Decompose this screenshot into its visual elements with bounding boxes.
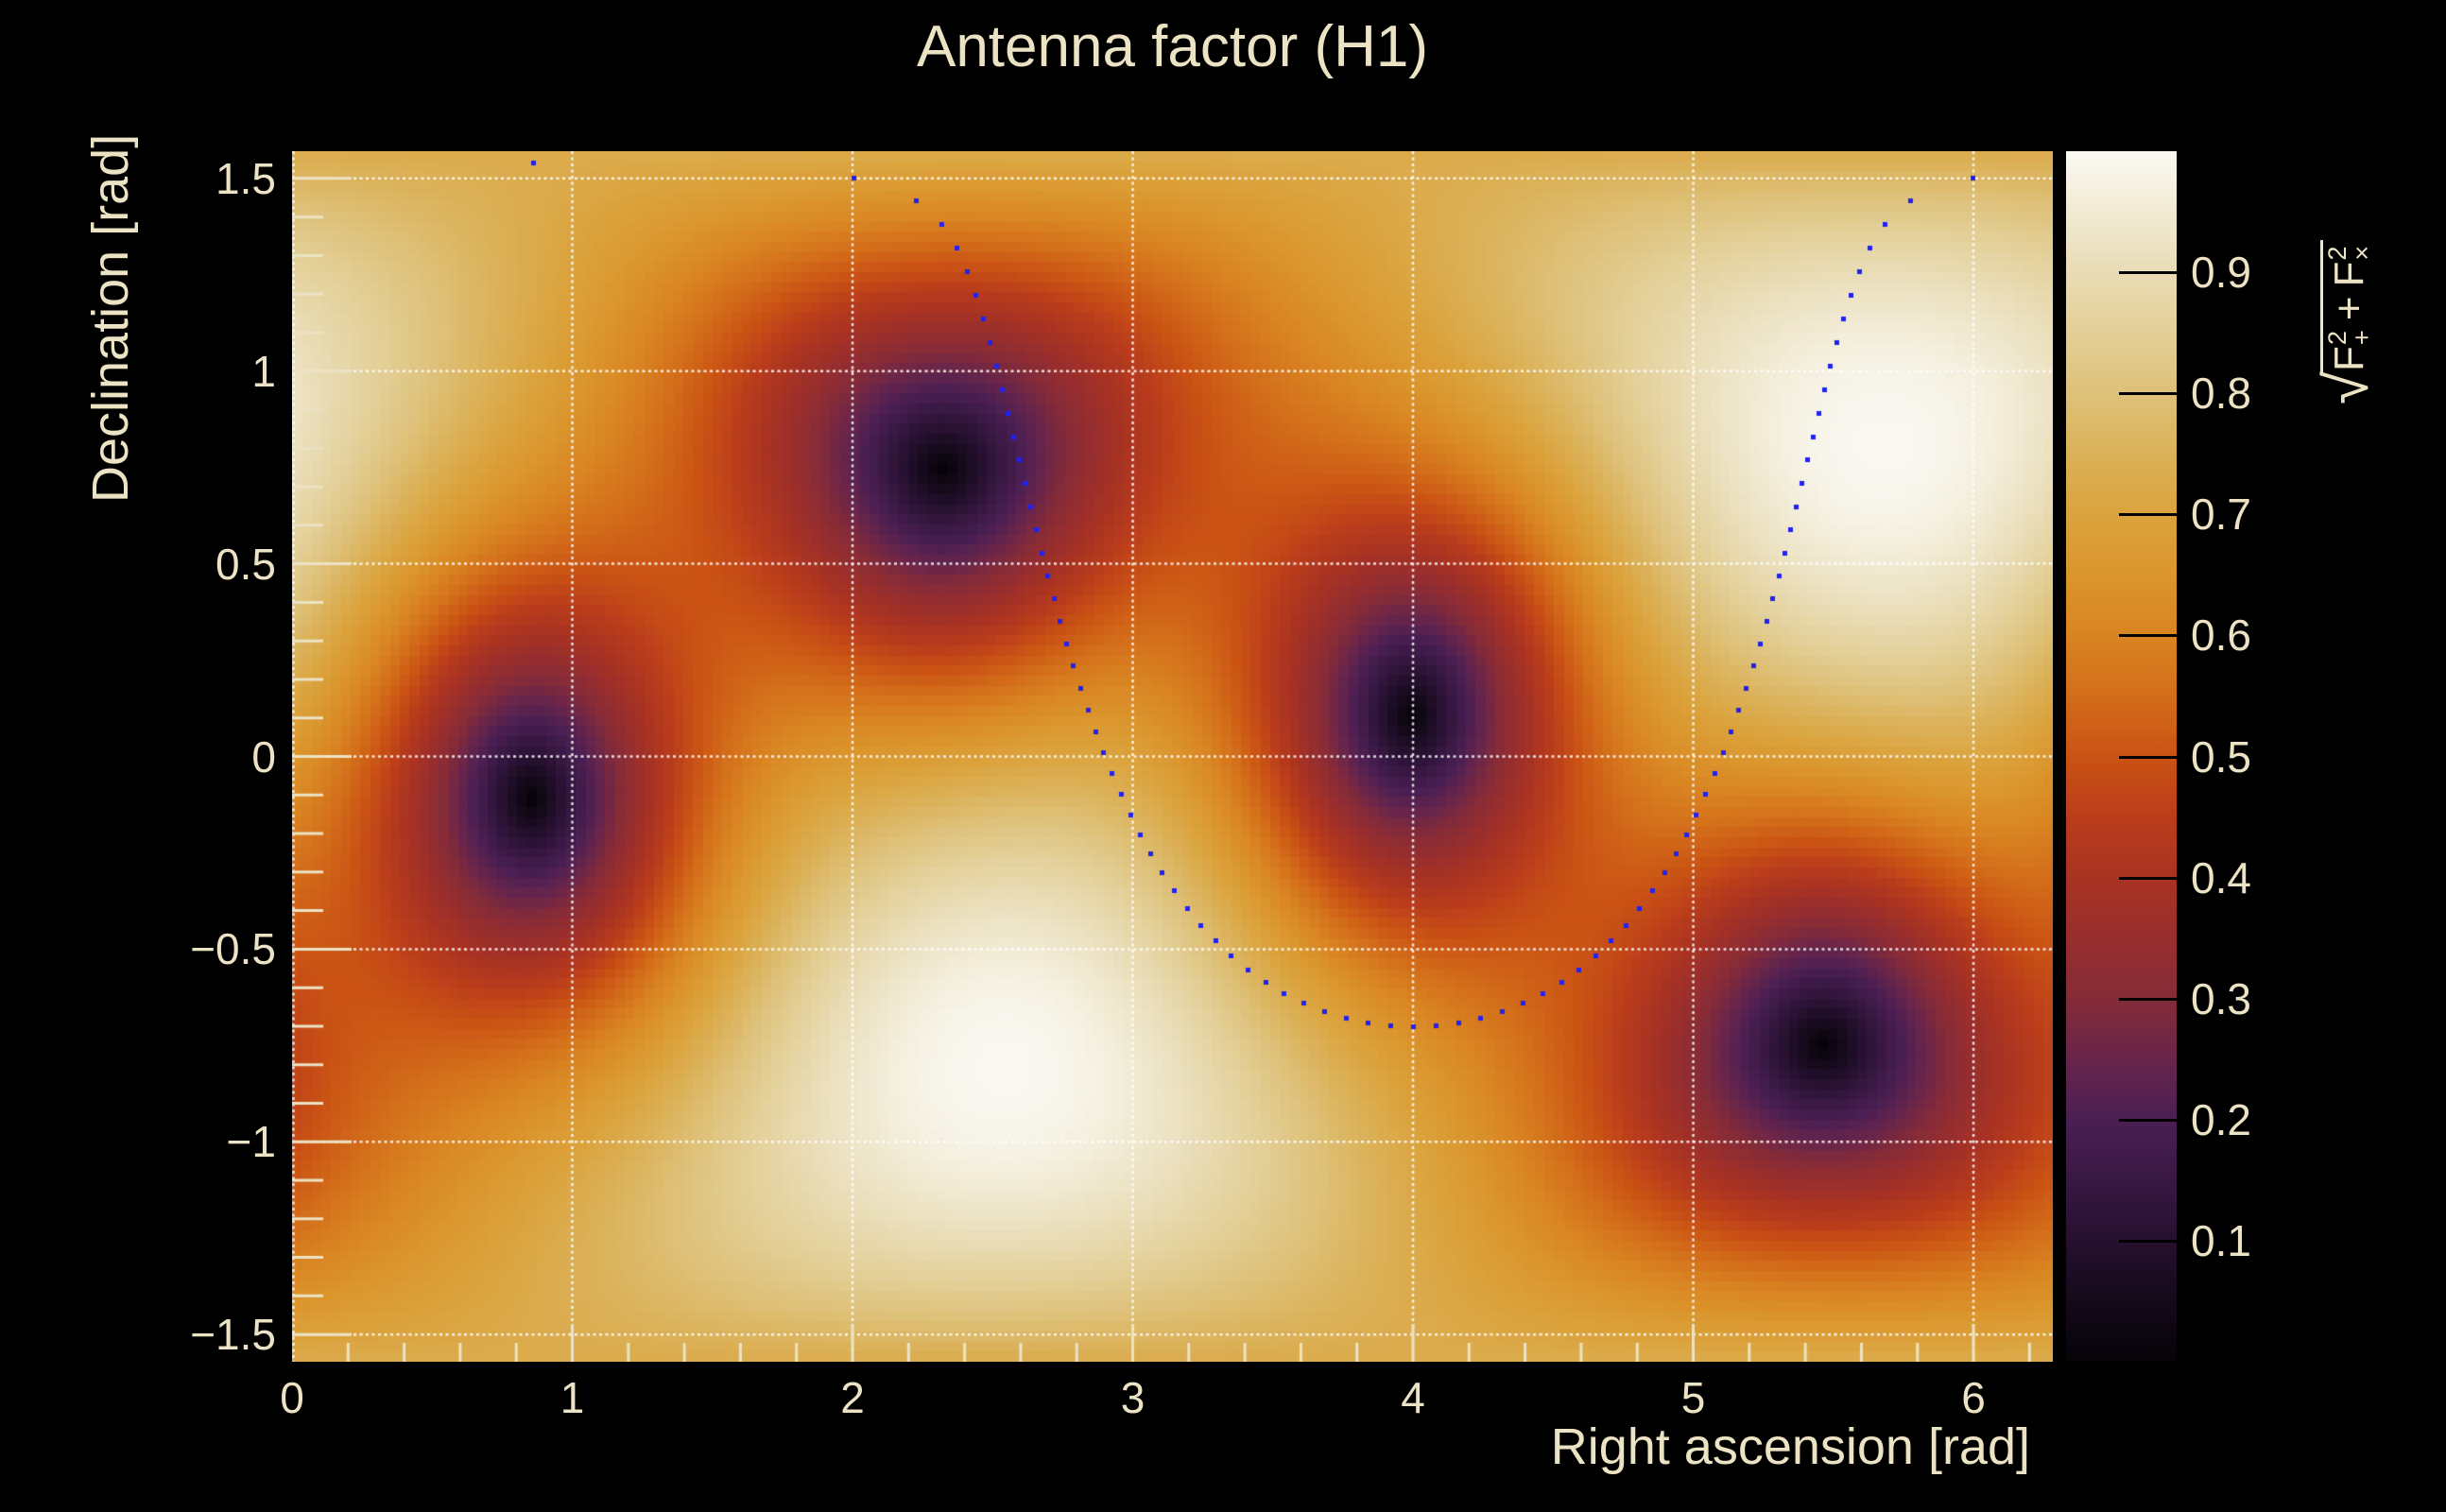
f-plus-scripts: 2 + bbox=[2321, 330, 2376, 346]
f-plus-squared-term: F 2 + bbox=[2321, 330, 2376, 371]
colorbar-tick-label: 0.3 bbox=[2191, 973, 2251, 1023]
sqrt-radicand: F 2 + + F 2 × bbox=[2319, 239, 2376, 375]
f-plus-base: F bbox=[2325, 346, 2372, 371]
colorbar-tick-label: 0.5 bbox=[2191, 731, 2251, 782]
x-tick-label: 3 bbox=[1120, 1373, 1145, 1422]
x-tick-label: 5 bbox=[1680, 1373, 1706, 1422]
f-cross-subscript: × bbox=[2346, 245, 2376, 261]
f-cross-scripts: 2 × bbox=[2321, 245, 2376, 261]
colorbar-tick-mark bbox=[2119, 392, 2177, 396]
y-tick-label: −0.5 bbox=[190, 924, 276, 974]
y-axis-title: Declination [rad] bbox=[82, 133, 139, 503]
colorbar-tick-mark bbox=[2119, 1239, 2177, 1243]
colorbar-tick-label: 0.2 bbox=[2191, 1094, 2251, 1144]
sqrt-radical-symbol: √ bbox=[2313, 370, 2381, 404]
colorbar-tick-label: 0.7 bbox=[2191, 490, 2251, 540]
x-tick-label: 6 bbox=[1961, 1373, 1986, 1422]
f-cross-base: F bbox=[2325, 261, 2372, 287]
x-tick-label: 2 bbox=[840, 1373, 865, 1422]
colorbar-axis-title: √ F 2 + + F 2 × bbox=[2312, 239, 2382, 404]
colorbar-tick-mark bbox=[2119, 1118, 2177, 1122]
colorbar-tick-label: 0.9 bbox=[2191, 248, 2251, 298]
colorbar-tick-mark bbox=[2119, 513, 2177, 517]
f-cross-squared-term: F 2 × bbox=[2321, 245, 2376, 287]
plot-title: Antenna factor (H1) bbox=[916, 14, 1429, 79]
colorbar-tick-label: 0.8 bbox=[2191, 369, 2251, 419]
y-tick-label: 1.5 bbox=[215, 153, 276, 203]
f-cross-exponent: 2 bbox=[2321, 246, 2351, 261]
y-tick-label: 1 bbox=[251, 346, 276, 396]
y-tick-label: −1.5 bbox=[190, 1310, 276, 1360]
y-tick-label: 0.5 bbox=[215, 539, 276, 589]
colorbar-tick-mark bbox=[2119, 997, 2177, 1001]
f-plus-exponent: 2 bbox=[2321, 330, 2351, 346]
heatmap-plot-area bbox=[292, 151, 2053, 1362]
colorbar-tick-mark bbox=[2119, 634, 2177, 638]
plus-operator: + bbox=[2325, 296, 2372, 321]
x-axis-title: Right ascension [rad] bbox=[1550, 1418, 2030, 1475]
colorbar-tick-label: 0.1 bbox=[2191, 1215, 2251, 1265]
x-tick-label: 4 bbox=[1401, 1373, 1425, 1422]
y-tick-label: −1 bbox=[226, 1117, 276, 1167]
colorbar-tick-mark bbox=[2119, 271, 2177, 275]
f-plus-subscript: + bbox=[2346, 330, 2376, 346]
colorbar-tick-label: 0.6 bbox=[2191, 610, 2251, 661]
x-tick-label: 1 bbox=[560, 1373, 585, 1422]
x-tick-label: 0 bbox=[280, 1373, 304, 1422]
colorbar-tick-mark bbox=[2119, 755, 2177, 759]
y-tick-label: 0 bbox=[251, 731, 276, 782]
colorbar-tick-label: 0.4 bbox=[2191, 852, 2251, 902]
colorbar-tick-mark bbox=[2119, 876, 2177, 880]
